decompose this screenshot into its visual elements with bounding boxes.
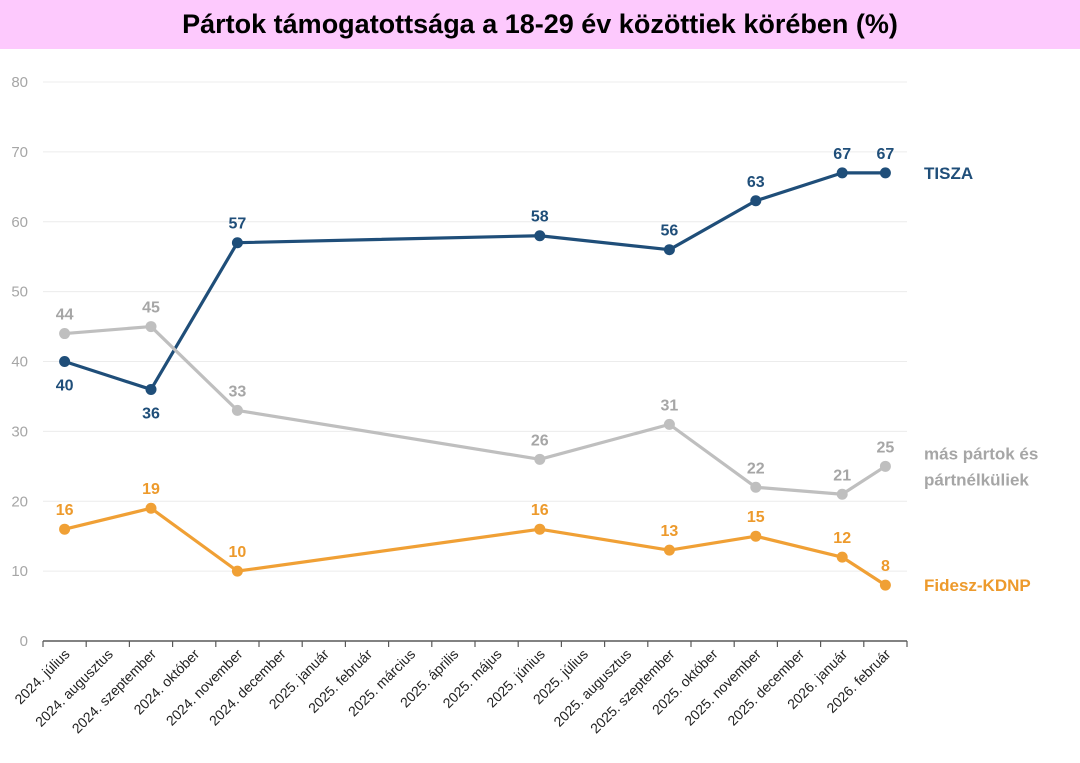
- y-tick-label: 60: [11, 214, 28, 231]
- data-point: [663, 244, 675, 256]
- data-label: 58: [531, 209, 549, 226]
- data-point: [534, 453, 546, 465]
- legend-label: Fidesz-KDNP: [924, 576, 1031, 595]
- data-point: [836, 551, 848, 563]
- data-label: 36: [142, 405, 160, 422]
- y-tick-label: 50: [11, 284, 28, 301]
- y-tick-label: 30: [11, 423, 28, 440]
- data-point: [879, 460, 891, 472]
- data-point: [534, 523, 546, 535]
- y-tick-label: 0: [20, 633, 28, 650]
- data-label: 22: [747, 460, 765, 477]
- data-point: [59, 328, 71, 340]
- data-point: [145, 502, 157, 514]
- data-label: 40: [56, 378, 74, 395]
- series-line-más pártok és pártnélküliek: [64, 324, 887, 496]
- data-point: [750, 530, 762, 542]
- data-label: 33: [229, 383, 247, 400]
- data-label: 44: [56, 307, 74, 324]
- data-label: 31: [661, 397, 679, 414]
- data-label: 8: [881, 558, 890, 575]
- data-label: 13: [661, 523, 679, 540]
- data-point: [663, 418, 675, 430]
- series-line-Fidesz-KDNP: [64, 506, 887, 587]
- data-point: [145, 321, 157, 333]
- data-label: 67: [877, 146, 895, 163]
- y-tick-label: 80: [11, 74, 28, 91]
- legend-label: TISZA: [924, 164, 973, 183]
- x-tick-label: 2024. augusztus: [32, 646, 116, 730]
- data-point: [879, 579, 891, 591]
- data-label: 25: [877, 439, 895, 456]
- legend-label: más pártok és: [924, 444, 1038, 463]
- data-point: [59, 356, 71, 367]
- x-tick-label: 2024. december: [206, 646, 289, 729]
- data-label: 26: [531, 432, 549, 449]
- data-point: [231, 237, 243, 249]
- data-label: 12: [833, 530, 851, 547]
- x-tick-label: 2025. december: [724, 646, 807, 729]
- data-label: 21: [833, 467, 851, 484]
- data-point: [59, 523, 71, 535]
- chart-title: Pártok támogatottsága a 18-29 év közötti…: [0, 0, 1080, 49]
- data-point: [750, 481, 762, 493]
- y-tick-label: 10: [11, 563, 28, 580]
- data-point: [231, 565, 243, 577]
- data-label: 63: [747, 174, 765, 191]
- data-label: 19: [142, 481, 160, 498]
- x-tick-label: 2025. augusztus: [550, 646, 634, 730]
- data-label: 16: [56, 502, 74, 519]
- data-point: [663, 544, 675, 556]
- y-tick-label: 40: [11, 354, 28, 371]
- x-tick-label: 2025. november: [681, 646, 764, 729]
- data-label: 15: [747, 509, 765, 526]
- legend-label: pártnélküliek: [924, 470, 1029, 489]
- data-point: [836, 167, 848, 179]
- data-label: 10: [229, 544, 247, 561]
- data-point: [750, 195, 762, 207]
- data-label: 67: [833, 146, 851, 163]
- data-point: [534, 230, 546, 242]
- data-label: 45: [142, 300, 160, 317]
- data-point: [836, 488, 848, 500]
- data-label: 57: [229, 216, 247, 233]
- series-line-TISZA: [64, 171, 886, 392]
- y-tick-label: 70: [11, 144, 28, 161]
- data-point: [145, 383, 157, 395]
- data-point: [231, 404, 243, 416]
- data-label: 16: [531, 502, 549, 519]
- y-tick-label: 20: [11, 493, 28, 510]
- x-tick-label: 2024. november: [163, 646, 246, 729]
- data-label: 56: [661, 223, 679, 240]
- data-point: [879, 167, 891, 179]
